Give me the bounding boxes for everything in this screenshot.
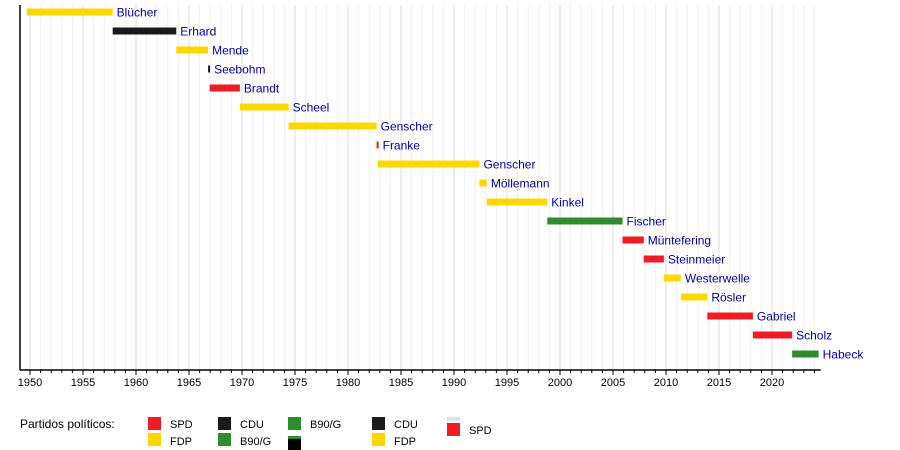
x-tick-label: 1990 xyxy=(442,377,466,389)
legend-swatch-b90g-black xyxy=(288,436,301,450)
bar-label: Seebohm xyxy=(214,63,265,77)
bar-möllemann xyxy=(479,179,487,187)
legend-label-spd-2: SPD xyxy=(469,425,492,437)
x-tick-label: 1960 xyxy=(124,377,148,389)
bar-seebohm xyxy=(208,65,211,73)
x-tick-label: 2005 xyxy=(601,377,625,389)
bar-label: Habeck xyxy=(823,348,865,362)
bar-label: Scholz xyxy=(796,329,832,343)
bar-habeck xyxy=(792,350,819,358)
legend-swatch-b90g xyxy=(218,433,231,446)
bar-label: Westerwelle xyxy=(685,272,750,286)
bar-kinkel xyxy=(486,198,548,206)
bar-label: Genscher xyxy=(483,158,535,172)
bar-gabriel xyxy=(707,312,753,320)
x-tick-label: 1950 xyxy=(18,377,42,389)
bar-brandt xyxy=(209,84,240,92)
bar-label: Blücher xyxy=(117,6,158,20)
bar-franke xyxy=(376,141,379,149)
legend-swatch-spd-2 xyxy=(447,423,460,436)
bar-label: Steinmeier xyxy=(668,253,725,267)
legend-title: Partidos políticos: xyxy=(20,417,115,431)
bar-label: Mende xyxy=(212,44,249,58)
bar-rösler xyxy=(680,293,708,301)
x-tick-label: 1955 xyxy=(71,377,95,389)
legend-label-fdp-2: FDP xyxy=(394,436,416,448)
x-tick-label: 2020 xyxy=(760,377,784,389)
bar-scheel xyxy=(239,103,289,111)
x-tick-label: 2015 xyxy=(707,377,731,389)
x-tick-label: 2010 xyxy=(654,377,678,389)
legend-label-cdu-2: CDU xyxy=(394,419,418,431)
bar-label: Brandt xyxy=(244,82,280,96)
legend-label-fdp: FDP xyxy=(170,436,192,448)
x-tick-label: 1965 xyxy=(177,377,201,389)
legend-swatch-cdu-2 xyxy=(372,417,385,430)
bar-label: Rösler xyxy=(711,291,746,305)
legend-swatch-fdp-2 xyxy=(372,433,385,446)
bar-blücher xyxy=(26,8,113,16)
bar-label: Scheel xyxy=(293,101,330,115)
bar-genscher xyxy=(288,122,377,130)
bar-label: Genscher xyxy=(381,120,433,134)
legend-label-b90g: B90/G xyxy=(240,436,272,448)
x-tick-label: 1980 xyxy=(336,377,360,389)
legend-swatch-gray xyxy=(447,417,460,421)
bar-label: Erhard xyxy=(180,25,216,39)
x-tick-label: 2000 xyxy=(548,377,572,389)
bar-label: Gabriel xyxy=(757,310,796,324)
x-tick-label: 1970 xyxy=(230,377,254,389)
x-tick-label: 1995 xyxy=(495,377,519,389)
bar-fischer xyxy=(547,217,623,225)
bar-scholz xyxy=(752,331,793,339)
bar-genscher xyxy=(377,160,480,168)
legend-label-cdu: CDU xyxy=(240,419,264,431)
bar-erhard xyxy=(112,27,177,35)
bar-westerwelle xyxy=(663,274,681,282)
timeline-chart: 1950 1955 1960 1965 1970 1975 1980 1985 1990 1995… xyxy=(18,5,865,389)
legend-swatch-fdp xyxy=(148,433,161,446)
bar-steinmeier xyxy=(643,255,664,263)
bar-müntefering xyxy=(622,236,644,244)
legend-swatch-b90g-2 xyxy=(288,417,301,430)
bar-label: Möllemann xyxy=(491,177,550,191)
bar-label: Kinkel xyxy=(551,196,584,210)
legend-swatch-cdu xyxy=(218,417,231,430)
bar-label: Müntefering xyxy=(648,234,711,248)
bar-label: Fischer xyxy=(627,215,666,229)
x-tick-label: 1985 xyxy=(389,377,413,389)
x-tick-label: 1975 xyxy=(283,377,307,389)
legend-label-spd: SPD xyxy=(170,419,193,431)
legend-label-b90g-2: B90/G xyxy=(310,419,342,431)
legend-swatch-spd xyxy=(148,417,161,430)
bar-label: Franke xyxy=(383,139,421,153)
bar-mende xyxy=(176,46,209,54)
